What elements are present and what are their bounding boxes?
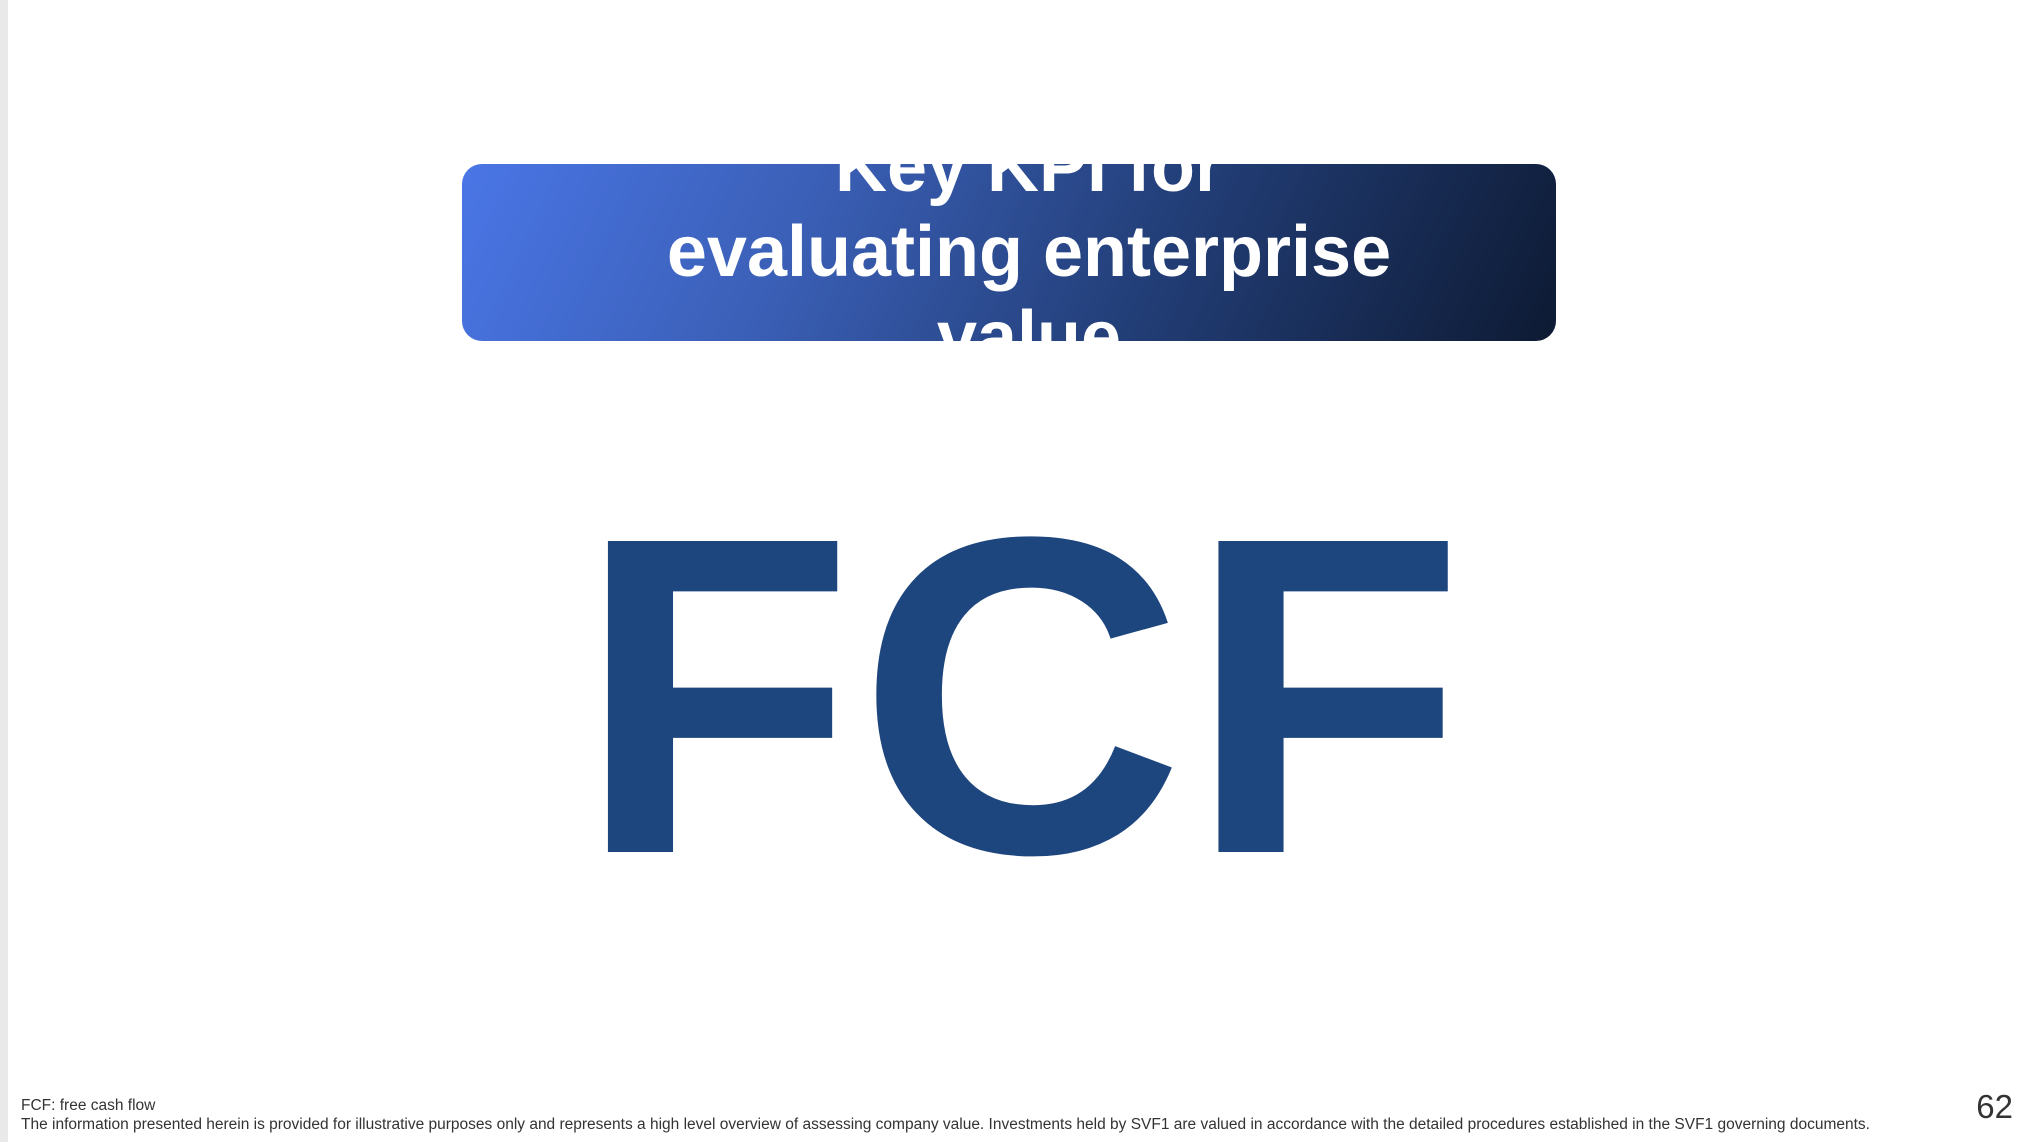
footnote-definition: FCF: free cash flow (21, 1097, 156, 1114)
footnote-disclaimer: The information presented herein is prov… (21, 1116, 1870, 1133)
kpi-heading: FCF (577, 443, 1469, 948)
slide-title: Key KPI for evaluating enterprise value (666, 127, 1392, 377)
window-left-edge (0, 0, 8, 1142)
page-number: 62 (1976, 1088, 2013, 1125)
title-banner: Key KPI for evaluating enterprise value (462, 127, 1556, 377)
slide: Key KPI for evaluating enterprise value … (8, 0, 2038, 1142)
footnotes: FCF: free cash flow The information pres… (21, 1096, 1921, 1134)
